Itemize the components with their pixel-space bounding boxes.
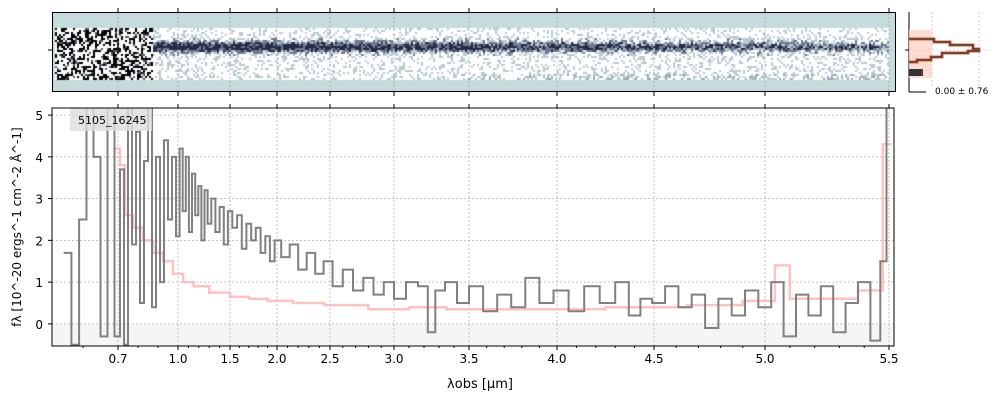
x-tick-label: 3.5	[459, 352, 478, 366]
y-tick-label: 2	[35, 234, 43, 248]
x-tick-label: 4.0	[547, 352, 566, 366]
flux-line	[63, 108, 888, 346]
x-axis-label: λobs [μm]	[447, 377, 513, 392]
x-tick-label: 5.5	[879, 352, 898, 366]
error-line	[114, 143, 892, 311]
x-tick-label: 2.0	[267, 352, 286, 366]
x-tick-label: 1.0	[168, 352, 187, 366]
plot-frame	[51, 107, 895, 347]
y-axis-label: fλ [10^-20 ergs^-1 cm^-2 Å^-1]	[9, 127, 24, 326]
x-tick-label: 2.5	[320, 352, 339, 366]
hist-bar	[909, 69, 921, 76]
x-tick-label: 3.0	[384, 352, 403, 366]
spectrum-2d-image	[53, 13, 896, 92]
x-tick-label: 1.5	[220, 352, 239, 366]
hist-line	[909, 38, 980, 63]
object-label-box	[70, 108, 152, 131]
x-tick-label: 5.0	[755, 352, 774, 366]
x-tick-label: 4.5	[644, 352, 663, 366]
inset-histogram-label: 0.00 ± 0.76	[935, 87, 989, 97]
object-label: 5105_16245	[78, 114, 147, 127]
y-tick-label: 0	[35, 318, 43, 332]
y-tick-label: 3	[35, 193, 43, 207]
y-tick-label: 1	[35, 276, 43, 290]
hist-band	[909, 30, 932, 78]
inset-histogram	[905, 12, 990, 93]
y-tick-label: 4	[35, 151, 43, 165]
y-tick-label: 5	[35, 109, 43, 123]
series-group	[63, 108, 892, 346]
spectrum-2d-frame	[52, 12, 896, 92]
negative-shade	[52, 323, 894, 346]
x-tick-label: 0.7	[108, 352, 127, 366]
